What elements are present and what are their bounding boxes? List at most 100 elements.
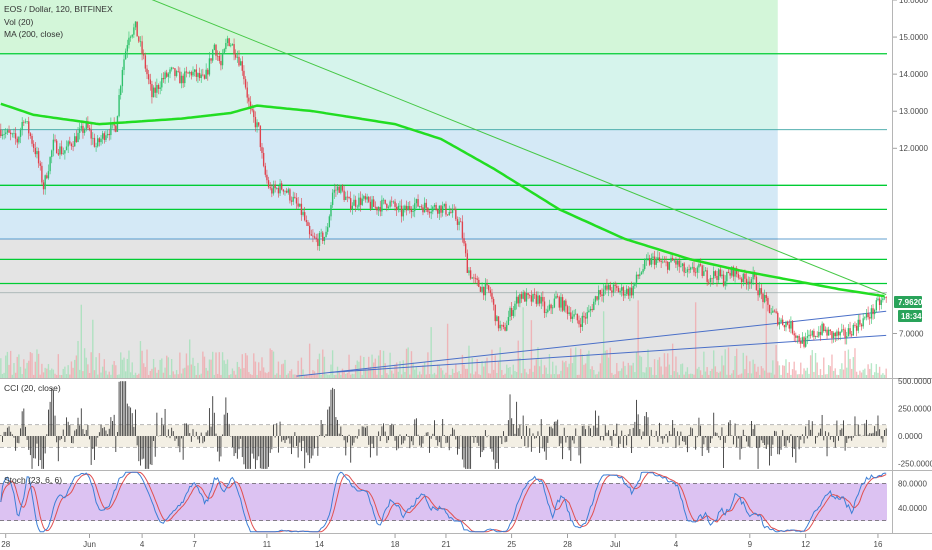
- candle-body: [100, 138, 102, 143]
- volume-bar: [678, 374, 680, 378]
- volume-bar: [290, 369, 293, 378]
- volume-bar: [14, 372, 17, 378]
- horizontal-levels[interactable]: [0, 53, 887, 294]
- candle-body: [683, 263, 685, 273]
- volume-bar: [139, 341, 142, 378]
- candle-body: [734, 268, 736, 277]
- candle-body: [471, 277, 473, 279]
- candle-body: [110, 123, 112, 136]
- candle-body: [796, 335, 799, 338]
- price-zones: [0, 0, 778, 378]
- candle-body: [340, 185, 342, 193]
- volume-bar: [818, 374, 820, 378]
- volume-bar: [532, 371, 534, 378]
- volume-bar: [195, 374, 197, 378]
- price-axis[interactable]: 16.0000 15.0000 14.0000 13.0000 12.0000 7.000…: [893, 0, 932, 378]
- volume-bar: [174, 374, 176, 378]
- volume-bar: [722, 365, 725, 378]
- volume-bar: [274, 374, 276, 378]
- volume-bar: [123, 357, 125, 378]
- volume-bar: [340, 374, 342, 378]
- volume-bar: [667, 353, 669, 378]
- volume-bar: [865, 374, 868, 378]
- volume-bar: [772, 360, 774, 378]
- candle-body: [685, 272, 687, 273]
- candle-body: [491, 293, 493, 300]
- candle-body: [737, 274, 740, 278]
- cci-axis[interactable]: 500.0000 250.0000 0.0000 -250.0000: [893, 377, 932, 470]
- candle-body: [435, 204, 437, 210]
- price-pane[interactable]: [0, 0, 887, 378]
- volume-bar: [31, 353, 33, 378]
- candle-body: [514, 303, 516, 311]
- legend-symbol: EOS / Dollar, 120, BITFINEX: [4, 4, 113, 14]
- volume-bar: [542, 374, 544, 378]
- candle-body: [524, 292, 526, 302]
- volume-bar: [581, 354, 583, 378]
- candle-body: [561, 297, 564, 311]
- volume-bar: [103, 359, 105, 378]
- time-tick: 7: [192, 540, 197, 549]
- candle-body: [492, 299, 495, 305]
- volume-bar: [579, 348, 582, 378]
- volume-bar: [621, 368, 623, 378]
- volume-bar: [220, 374, 222, 378]
- candle-body: [262, 152, 265, 166]
- candle-body: [612, 284, 615, 293]
- volume-bar: [740, 373, 743, 378]
- volume-bar: [182, 368, 184, 378]
- volume-bar: [6, 351, 9, 378]
- candle-body: [363, 196, 365, 199]
- candle-body: [386, 203, 388, 208]
- candle-body: [496, 316, 498, 322]
- candle-body: [883, 297, 886, 299]
- candle-body: [808, 334, 810, 337]
- stoch-pane[interactable]: [0, 471, 887, 533]
- time-axis[interactable]: 28 Jun 4 7 11 14 18 21 25 28 Jul 4 9 12 16: [0, 534, 932, 550]
- trendline-0[interactable]: [144, 0, 887, 296]
- candle-body: [818, 331, 820, 337]
- candle-body: [745, 278, 748, 285]
- candle-body: [318, 233, 321, 246]
- candle-body: [443, 203, 446, 207]
- candle-body: [621, 287, 623, 291]
- candle-body: [420, 206, 423, 208]
- candle-body: [854, 324, 856, 326]
- candle-body: [52, 139, 55, 151]
- stoch-axis[interactable]: 80.0000 40.0000: [893, 471, 932, 533]
- volume-bar: [778, 365, 781, 378]
- candle-body: [510, 307, 513, 316]
- candle-body: [601, 294, 603, 296]
- volume-bar: [441, 370, 444, 378]
- volume-bar: [395, 362, 398, 378]
- volume-bar: [354, 364, 357, 378]
- candle-body: [461, 221, 464, 239]
- volume-bar: [880, 374, 882, 378]
- candle-body: [134, 21, 137, 28]
- candle-body: [714, 271, 717, 276]
- candle-body: [304, 212, 306, 221]
- volume-bar: [823, 357, 825, 378]
- volume-bar: [379, 350, 381, 378]
- volume-bar: [138, 373, 140, 378]
- volume-bar: [351, 373, 354, 378]
- candle-body: [706, 270, 708, 282]
- volume-bar: [264, 372, 266, 378]
- volume-bar: [527, 374, 529, 378]
- volume-bar: [261, 357, 263, 378]
- candle-body: [402, 209, 404, 217]
- volume-bar: [469, 373, 472, 378]
- candle-body: [532, 293, 534, 302]
- volume-bar: [827, 365, 830, 378]
- volume-bar: [292, 374, 294, 378]
- candle-body: [1, 134, 4, 137]
- candle-body: [54, 139, 56, 141]
- candle-body: [47, 171, 50, 179]
- candle-body: [622, 287, 625, 296]
- trendline-2[interactable]: [329, 334, 887, 373]
- volume-bar: [683, 374, 685, 378]
- volume-bar: [655, 374, 657, 378]
- cci-pane[interactable]: [0, 381, 887, 469]
- volume-bar: [653, 359, 656, 378]
